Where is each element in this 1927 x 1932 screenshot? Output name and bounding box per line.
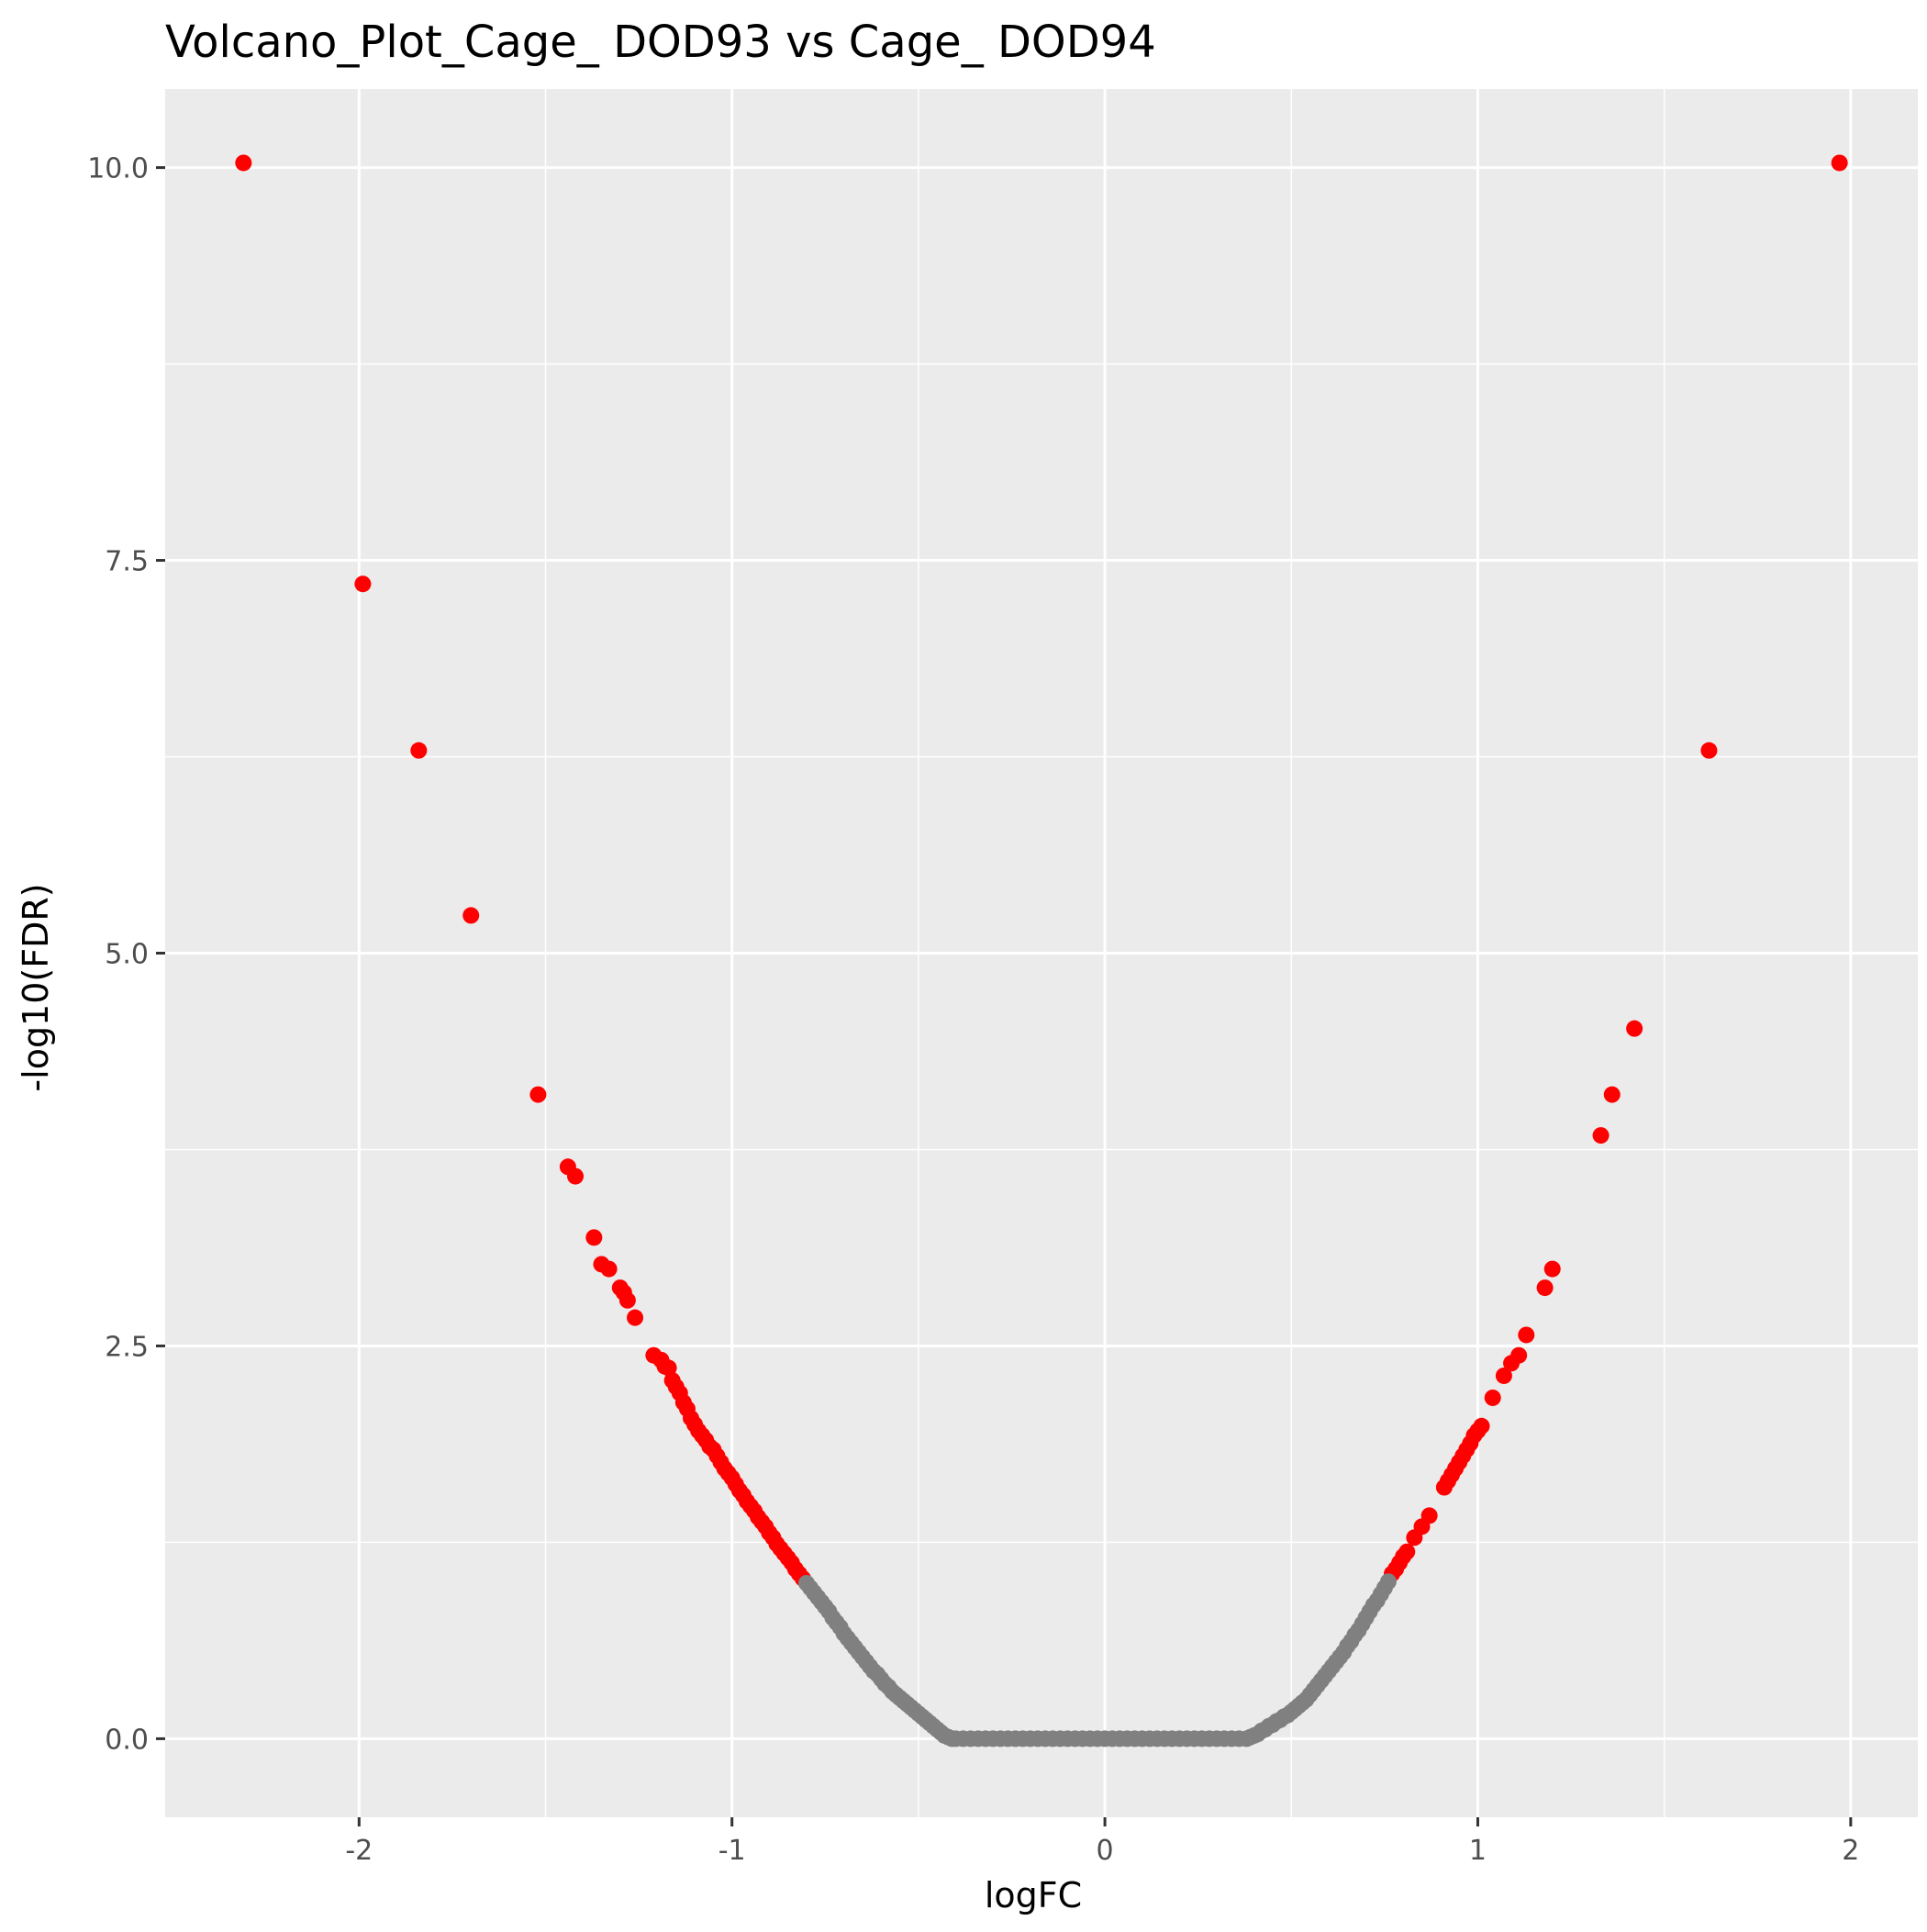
data-point [462,907,480,924]
x-tick-label: -1 [718,1835,746,1867]
data-point [410,742,428,759]
major-gridlines [165,89,1918,1817]
x-tick-label: 2 [1842,1835,1859,1867]
y-tick-label: 0.0 [105,1724,149,1756]
data-point [660,1359,677,1377]
x-axis-title: logFC [985,1875,1082,1915]
y-tick-label: 7.5 [105,546,149,578]
data-point [627,1309,644,1326]
data-point [1495,1367,1512,1384]
x-tick-label: 1 [1469,1835,1487,1867]
data-point [585,1229,603,1246]
x-tick-label: 0 [1097,1835,1114,1867]
data-point [1503,1355,1520,1372]
data-point [235,154,252,172]
y-axis-title: -log10(FDR) [16,883,56,1091]
y-tick-label: 2.5 [105,1331,149,1363]
data-point [354,575,372,593]
data-point [529,1086,547,1103]
data-point [1435,1479,1453,1496]
y-tick-label: 5.0 [105,939,149,971]
data-point [1831,154,1848,172]
chart-title: Volcano_Plot_Cage_ DOD93 vs Cage_ DOD94 [165,17,1156,68]
data-point [1518,1326,1535,1344]
data-point [1484,1389,1501,1406]
data-point [1406,1529,1423,1547]
data-point [618,1291,636,1309]
data-point [1700,742,1718,759]
data-point [567,1167,585,1185]
data-point [1536,1279,1554,1297]
data-point [1626,1020,1643,1037]
data-point [600,1260,618,1278]
data-point [1543,1260,1561,1278]
data-points [235,154,1848,1748]
y-axis: 0.0 2.5 5.0 7.5 10.0 [87,153,165,1756]
data-point [1592,1127,1610,1145]
x-tick-label: -2 [345,1835,373,1867]
data-point [1603,1086,1621,1103]
data-point [1379,1573,1397,1591]
y-tick-label: 10.0 [87,153,149,185]
x-axis: -2 -1 0 1 2 [345,1817,1859,1867]
